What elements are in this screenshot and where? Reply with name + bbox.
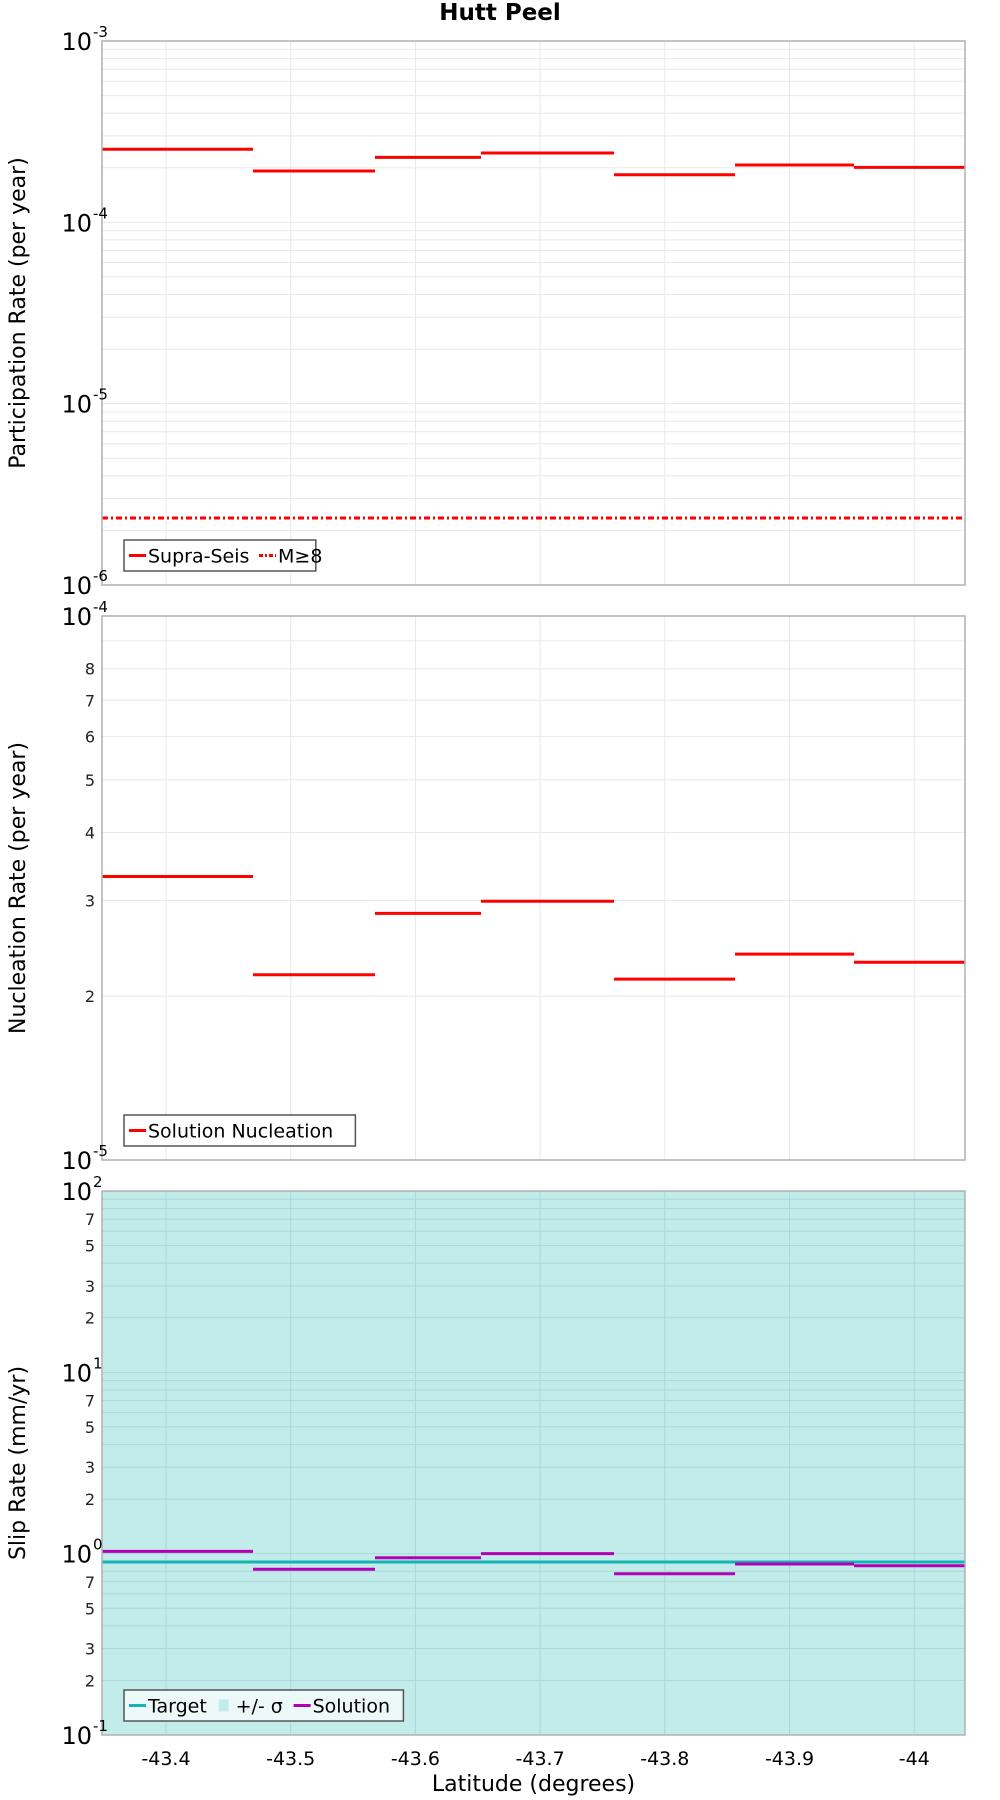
legend-label: Supra-Seis [148, 546, 249, 568]
series-solution [102, 1549, 965, 1576]
legend: Target +/- σ Solution [123, 1689, 405, 1722]
legend-box [123, 1114, 357, 1147]
y-tick-label: 10 [61, 28, 92, 56]
legend: Supra-Seis M≥8 [123, 539, 322, 572]
y-tick-exponent: -1 [93, 1717, 108, 1735]
x-tick-label: -44 [899, 1748, 930, 1770]
x-tick-label: -43.8 [640, 1748, 689, 1770]
y-tick-label: 10 [61, 1178, 92, 1206]
y-tick-exponent: -5 [93, 1142, 108, 1160]
legend-swatch-band [218, 1699, 229, 1712]
series-solution-nucleation [102, 875, 965, 981]
y-tick-exponent: -3 [93, 23, 108, 41]
y-axis-label: Nucleation Rate (per year) [6, 742, 31, 1034]
legend-label: Solution Nucleation [148, 1121, 333, 1143]
legend-label: Solution [313, 1696, 390, 1718]
y-tick-exponent: 0 [93, 1536, 103, 1554]
y-minor-tick-label: 3 [85, 1639, 95, 1658]
x-tick-label: -43.5 [266, 1748, 315, 1770]
y-minor-tick-label: 7 [85, 1210, 95, 1229]
y-tick-label: 10 [61, 209, 92, 237]
y-minor-tick-label: 7 [85, 1573, 95, 1592]
sigma-band [102, 1191, 965, 1735]
legend-box [123, 1689, 405, 1722]
legend-label: +/- σ [236, 1696, 283, 1718]
y-tick-label: 10 [61, 1147, 92, 1175]
y-tick-label: 10 [61, 1541, 92, 1569]
legend: Solution Nucleation [123, 1114, 357, 1147]
chart-title: Hutt Peel [439, 0, 561, 26]
y-minor-tick-label: 6 [85, 728, 95, 747]
plot-frame [101, 40, 966, 586]
series-supra-seis [102, 147, 965, 177]
y-tick-exponent: -4 [93, 204, 108, 222]
y-minor-tick-label: 2 [85, 987, 95, 1006]
y-minor-tick-label: 5 [85, 1599, 95, 1618]
y-axis-label: Participation Rate (per year) [6, 157, 31, 469]
y-minor-tick-label: 5 [85, 1237, 95, 1256]
y-tick-label: 10 [61, 603, 92, 631]
plot-frame [101, 1190, 966, 1736]
x-tick-label: -43.6 [391, 1748, 440, 1770]
y-minor-tick-label: 2 [85, 1490, 95, 1509]
y-axis-label: Slip Rate (mm/yr) [6, 1366, 31, 1560]
y-minor-tick-label: 2 [85, 1671, 95, 1690]
x-tick-label: -43.4 [141, 1748, 190, 1770]
y-minor-tick-label: 8 [85, 660, 95, 679]
x-axis-label: Latitude (degrees) [432, 1772, 635, 1797]
legend-label: Target [147, 1696, 207, 1718]
y-tick-label: 10 [61, 1722, 92, 1750]
y-tick-exponent: 2 [93, 1173, 103, 1191]
y-tick-exponent: -5 [93, 386, 108, 404]
y-tick-exponent: 1 [93, 1354, 103, 1372]
y-minor-tick-label: 5 [85, 771, 95, 790]
y-tick-exponent: -4 [93, 598, 108, 616]
y-minor-tick-label: 7 [85, 691, 95, 710]
y-tick-exponent: -6 [93, 567, 108, 585]
y-minor-tick-label: 3 [85, 1277, 95, 1296]
legend-label: M≥8 [278, 546, 322, 568]
y-tick-label: 10 [61, 1359, 92, 1387]
y-tick-label: 10 [61, 572, 92, 600]
legend-box [123, 539, 317, 572]
y-minor-tick-label: 3 [85, 1458, 95, 1477]
y-minor-tick-label: 7 [85, 1391, 95, 1410]
y-minor-tick-label: 5 [85, 1418, 95, 1437]
x-tick-label: -43.9 [765, 1748, 814, 1770]
x-tick-label: -43.7 [516, 1748, 565, 1770]
plot-frame [101, 615, 966, 1161]
y-minor-tick-label: 4 [85, 823, 95, 842]
y-tick-label: 10 [61, 391, 92, 419]
y-minor-tick-label: 2 [85, 1309, 95, 1328]
y-minor-tick-label: 3 [85, 891, 95, 910]
